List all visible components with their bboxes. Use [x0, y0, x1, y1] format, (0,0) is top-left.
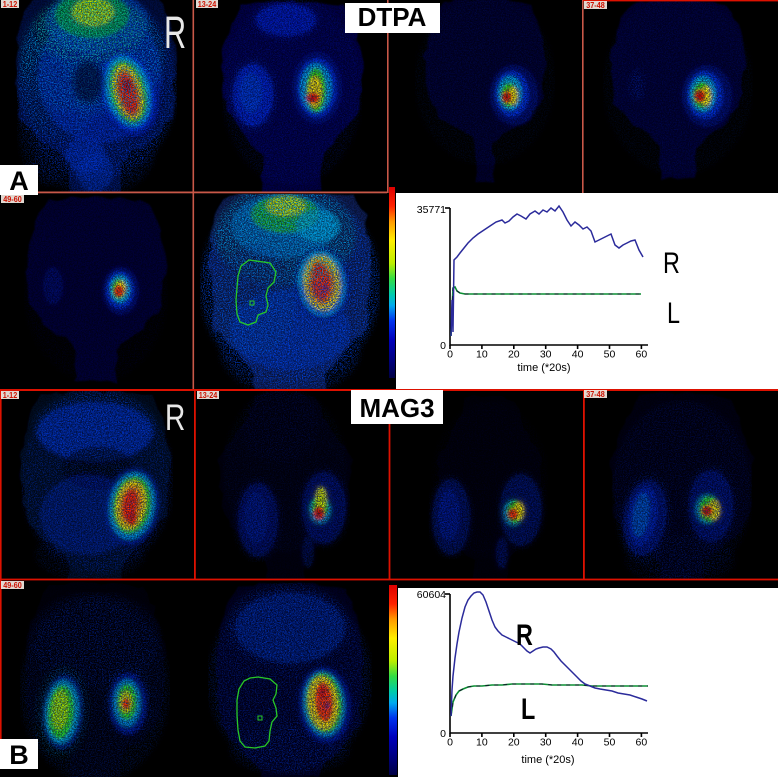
svg-text:B: B	[9, 740, 29, 770]
svg-text:DTPA: DTPA	[358, 2, 427, 32]
svg-text:R: R	[165, 396, 185, 438]
svg-text:49-60: 49-60	[3, 580, 22, 590]
svg-text:37-48: 37-48	[586, 0, 605, 10]
svg-text:time (*20s): time (*20s)	[517, 362, 570, 374]
svg-text:R: R	[164, 8, 186, 58]
svg-text:10: 10	[476, 737, 488, 749]
svg-text:40: 40	[572, 737, 584, 749]
svg-text:37-48: 37-48	[586, 389, 605, 399]
svg-text:60: 60	[636, 737, 648, 749]
svg-text:10: 10	[476, 349, 488, 361]
svg-text:R: R	[663, 246, 680, 279]
svg-text:60: 60	[636, 349, 648, 361]
svg-text:30: 30	[540, 349, 552, 361]
svg-text:30: 30	[540, 737, 552, 749]
svg-text:50: 50	[604, 349, 616, 361]
svg-text:L: L	[521, 692, 535, 725]
svg-text:1-12: 1-12	[3, 0, 18, 9]
svg-text:0: 0	[440, 728, 446, 740]
svg-text:MAG3: MAG3	[359, 393, 434, 423]
svg-text:49-60: 49-60	[3, 194, 22, 204]
svg-text:40: 40	[572, 349, 584, 361]
svg-text:0: 0	[447, 349, 453, 361]
svg-text:13-24: 13-24	[198, 0, 217, 9]
svg-text:A: A	[9, 166, 29, 196]
svg-text:time (*20s): time (*20s)	[521, 754, 574, 766]
svg-text:1-12: 1-12	[3, 390, 18, 400]
svg-text:R: R	[516, 618, 533, 651]
svg-text:0: 0	[447, 737, 453, 749]
svg-text:20: 20	[508, 737, 520, 749]
svg-text:20: 20	[508, 349, 520, 361]
svg-text:60604: 60604	[417, 589, 446, 601]
svg-text:35771: 35771	[417, 204, 446, 216]
svg-text:L: L	[667, 296, 680, 329]
svg-text:0: 0	[440, 340, 446, 352]
svg-text:13-24: 13-24	[199, 390, 218, 400]
svg-text:50: 50	[604, 737, 616, 749]
